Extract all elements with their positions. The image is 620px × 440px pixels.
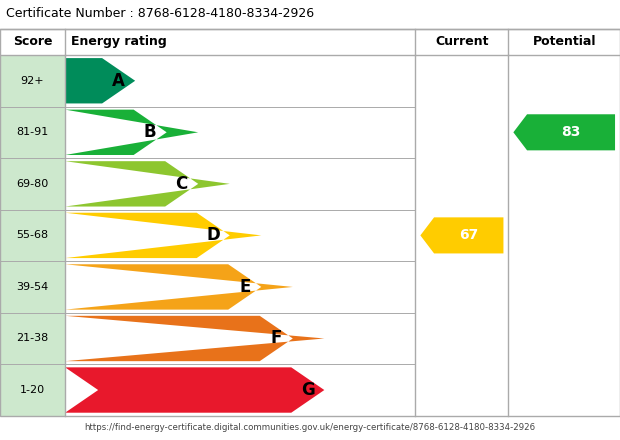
Text: E: E	[239, 278, 250, 296]
Text: https://find-energy-certificate.digital.communities.gov.uk/energy-certificate/87: https://find-energy-certificate.digital.…	[84, 423, 536, 432]
Text: 55-68: 55-68	[17, 231, 48, 240]
Text: F: F	[270, 330, 282, 348]
Polygon shape	[65, 316, 324, 361]
Text: Current: Current	[435, 35, 489, 48]
Polygon shape	[65, 58, 135, 103]
Polygon shape	[513, 114, 615, 150]
Text: D: D	[206, 227, 220, 244]
Text: 39-54: 39-54	[16, 282, 49, 292]
Text: B: B	[144, 123, 156, 141]
Polygon shape	[65, 110, 198, 155]
Text: 69-80: 69-80	[16, 179, 49, 189]
Polygon shape	[65, 213, 261, 258]
Text: Energy rating: Energy rating	[71, 35, 167, 48]
Polygon shape	[65, 264, 293, 310]
Text: Certificate Number : 8768-6128-4180-8334-2926: Certificate Number : 8768-6128-4180-8334…	[6, 7, 314, 20]
Bar	[0, 29, 620, 416]
Text: Potential: Potential	[533, 35, 596, 48]
Polygon shape	[65, 367, 324, 413]
Text: A: A	[112, 72, 125, 90]
Polygon shape	[420, 217, 503, 253]
Text: G: G	[301, 381, 315, 399]
Text: 21-38: 21-38	[16, 334, 49, 344]
Text: Score: Score	[13, 35, 52, 48]
Text: 1-20: 1-20	[20, 385, 45, 395]
Polygon shape	[65, 161, 230, 206]
Text: C: C	[175, 175, 188, 193]
Text: 67: 67	[459, 228, 479, 242]
Bar	[0, 55, 65, 416]
Text: 92+: 92+	[20, 76, 45, 86]
Text: 81-91: 81-91	[16, 127, 49, 137]
Text: 83: 83	[561, 125, 581, 139]
